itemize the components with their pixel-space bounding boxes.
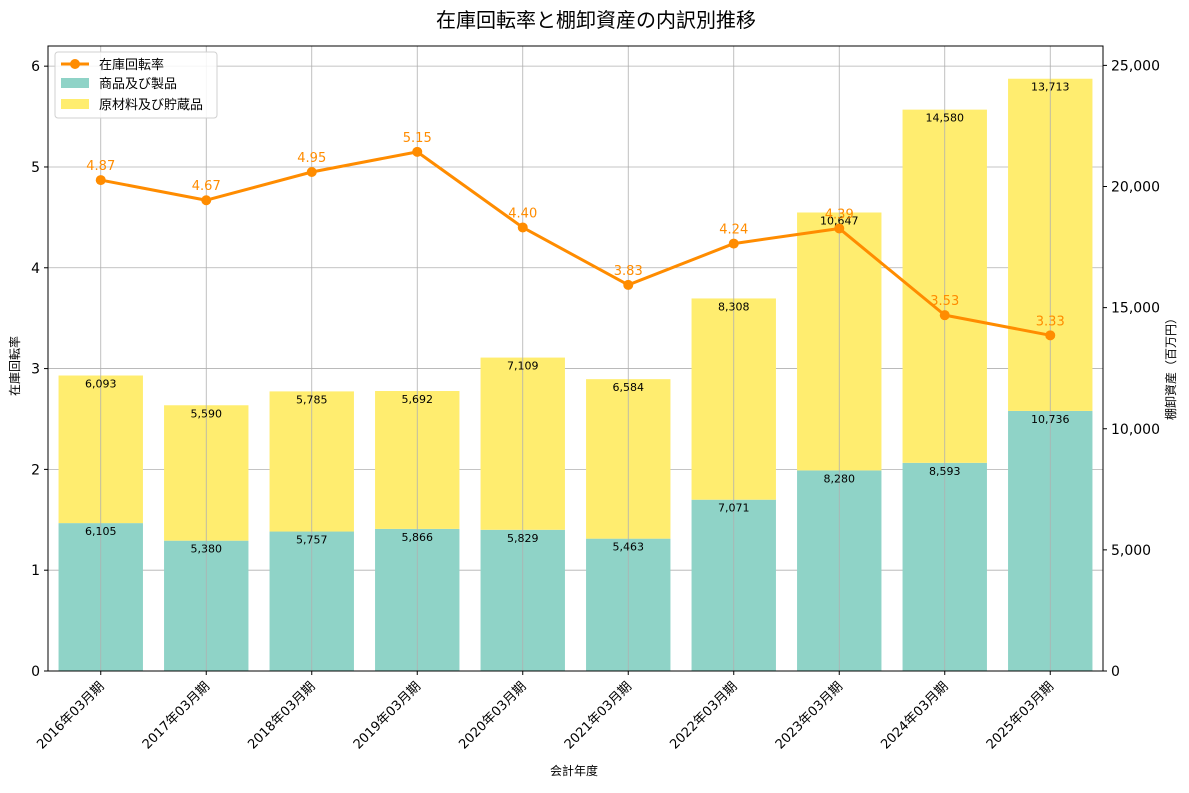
x-tick-label: 2020年03月期 (456, 679, 529, 752)
legend-swatch (61, 78, 89, 88)
bar-value-label: 5,785 (296, 393, 328, 406)
chart-title: 在庫回転率と棚卸資産の内訳別推移 (436, 8, 756, 32)
turnover-value-label: 3.33 (1036, 314, 1065, 329)
y-right-tick-label: 0 (1111, 664, 1120, 680)
bar-value-label: 5,463 (613, 541, 645, 554)
bar-value-label: 5,692 (402, 393, 434, 406)
y-left-tick-label: 3 (31, 362, 40, 378)
bar-value-label: 5,829 (507, 532, 539, 545)
turnover-value-label: 4.40 (508, 206, 537, 221)
bar-value-label: 6,105 (85, 525, 117, 538)
turnover-point (623, 279, 634, 290)
bar-value-label: 5,866 (402, 531, 434, 544)
turnover-point (95, 175, 106, 186)
bar-labels-layer: 6,105 5,380 5,757 5,866 5,829 5,463 7,071 8,280… (85, 81, 1070, 556)
line-layer: 4.87 4.67 4.95 5.15 4.40 3.83 4.24 4.39 3.53 3.33 (86, 131, 1065, 341)
turnover-value-label: 5.15 (403, 131, 432, 146)
legend-box (54, 51, 218, 119)
bar-value-label: 10,647 (820, 214, 859, 227)
x-axis-label: 会計年度 (550, 763, 598, 778)
y-left-tick-label: 1 (31, 563, 40, 579)
turnover-point (1045, 330, 1056, 341)
turnover-value-label: 4.87 (86, 159, 115, 174)
bars-layer (58, 46, 1093, 671)
turnover-point (517, 222, 528, 233)
turnover-value-label: 4.95 (297, 151, 326, 166)
turnover-value-label: 4.39 (825, 207, 854, 222)
turnover-line (100, 150, 1051, 337)
bar-value-label: 8,280 (824, 472, 856, 485)
x-tick-label: 2024年03月期 (878, 679, 951, 752)
turnover-value-label: 3.83 (614, 264, 643, 279)
bar-value-label: 8,308 (718, 300, 750, 313)
legend-label: 商品及び製品 (99, 77, 177, 92)
x-tick-label: 2023年03月期 (773, 679, 846, 752)
y-right-axis-label: 棚卸資産（百万円） (1163, 312, 1178, 420)
legend-label: 原材料及び貯蔵品 (99, 98, 203, 113)
x-tick-label: 2016年03月期 (34, 679, 107, 752)
bar-value-label: 5,757 (296, 534, 328, 547)
y-right-tick-label: 20,000 (1111, 180, 1160, 196)
y-left-tick-label: 5 (31, 160, 40, 176)
turnover-value-label: 4.67 (192, 179, 221, 194)
bar-value-label: 8,593 (929, 465, 961, 478)
y-right-tick-label: 5,000 (1111, 543, 1151, 559)
legend-label: 在庫回転率 (99, 57, 164, 73)
y-left-tick-label: 4 (31, 261, 40, 277)
legend-swatch (61, 99, 89, 109)
bar-value-label: 5,380 (191, 543, 223, 556)
x-tick-label: 2025年03月期 (984, 679, 1057, 752)
y-left-axis-label: 在庫回転率 (7, 336, 22, 396)
x-tick-label: 2017年03月期 (140, 679, 213, 752)
y-left-tick-label: 2 (31, 462, 40, 478)
x-tick-label: 2019年03月期 (351, 679, 424, 752)
x-tick-label: 2021年03月期 (562, 679, 635, 752)
legend-marker (70, 59, 80, 69)
turnover-point (412, 146, 423, 157)
x-tick-label: 2018年03月期 (245, 679, 318, 752)
bar-value-label: 7,071 (718, 502, 750, 515)
turnover-point (834, 223, 845, 234)
turnover-point (728, 238, 739, 249)
bar-value-label: 10,736 (1031, 413, 1070, 426)
turnover-point (201, 195, 212, 206)
x-tick-label: 2022年03月期 (667, 679, 740, 752)
turnover-value-label: 4.24 (719, 223, 748, 238)
turnover-point (306, 167, 317, 178)
bar-value-label: 14,580 (926, 112, 965, 125)
turnover-point (939, 310, 950, 321)
y-left-tick-label: 0 (31, 664, 40, 680)
bar-value-label: 7,109 (507, 360, 539, 373)
bar-value-label: 13,713 (1031, 81, 1070, 94)
y-left-tick-label: 6 (31, 59, 40, 75)
bar-value-label: 5,590 (191, 407, 223, 420)
plot-frame (47, 45, 1104, 672)
turnover-value-label: 3.53 (930, 294, 959, 309)
y-right-tick-label: 25,000 (1111, 58, 1160, 74)
bar-value-label: 6,093 (85, 378, 117, 391)
y-right-tick-label: 15,000 (1111, 301, 1160, 317)
bar-value-label: 6,584 (613, 381, 645, 394)
y-right-tick-label: 10,000 (1111, 422, 1160, 438)
